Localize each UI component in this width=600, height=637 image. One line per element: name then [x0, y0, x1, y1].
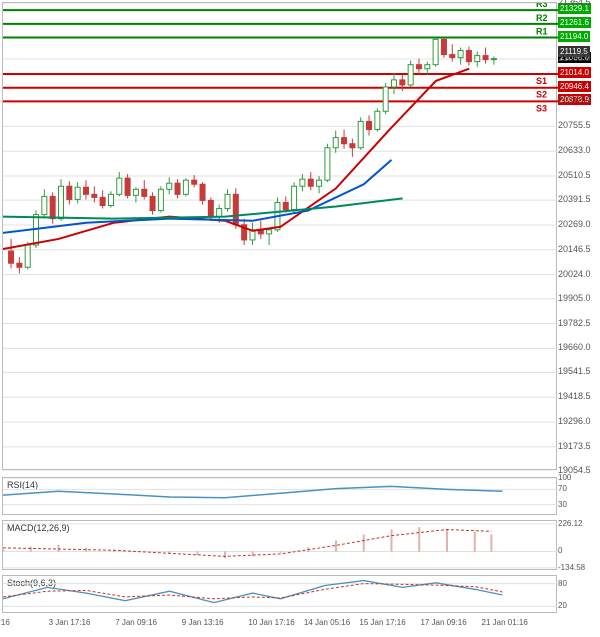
stoch-panel[interactable]: Stoch(9,6,3) 2080: [2, 575, 557, 613]
y-axis-right: 21329.121261.621194.021014.020946.420878…: [558, 2, 598, 470]
stoch-svg: [3, 576, 558, 614]
macd-svg: [3, 521, 558, 571]
svg-text:S3: S3: [536, 103, 547, 113]
macd-panel[interactable]: MACD(12,26,9) -134.580226.12: [2, 520, 557, 570]
rsi-panel[interactable]: RSI(14) 3070100: [2, 477, 557, 515]
svg-text:R3: R3: [536, 3, 548, 9]
price-chart[interactable]: R3 R2 R1 S1 S2 S3: [2, 2, 557, 470]
svg-text:R2: R2: [536, 13, 548, 23]
svg-text:S2: S2: [536, 90, 547, 100]
svg-text:R1: R1: [536, 27, 548, 37]
chart-svg: R3 R2 R1 S1 S2 S3: [3, 3, 558, 471]
rsi-svg: [3, 478, 558, 516]
svg-text:S1: S1: [536, 76, 547, 86]
